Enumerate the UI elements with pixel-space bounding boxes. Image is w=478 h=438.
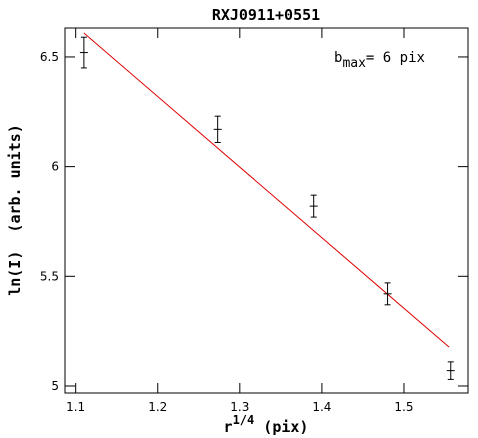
annotation-base: b bbox=[334, 50, 342, 66]
x-label-rest: (pix) bbox=[254, 418, 308, 436]
x-tick-label: 1.4 bbox=[312, 400, 331, 414]
x-tick-label: 1.2 bbox=[148, 400, 167, 414]
y-tick-label: 5 bbox=[51, 379, 59, 393]
x-axis-label: r1/4 (pix) bbox=[224, 413, 309, 436]
fit-line bbox=[83, 32, 450, 348]
y-tick-label: 6.5 bbox=[40, 50, 59, 64]
x-tick-label: 1.3 bbox=[230, 400, 249, 414]
x-label-sup: 1/4 bbox=[233, 413, 255, 427]
chart-title: RXJ0911+0551 bbox=[212, 6, 320, 24]
y-tick-label: 5.5 bbox=[40, 269, 59, 283]
plot-frame bbox=[64, 27, 469, 394]
x-label-base: r bbox=[224, 418, 233, 436]
annotation-rest: = 6 pix bbox=[366, 50, 425, 66]
x-tick-label: 1.5 bbox=[394, 400, 413, 414]
y-tick-label: 6 bbox=[51, 160, 59, 174]
x-tick-label: 1.1 bbox=[66, 400, 85, 414]
annotation-sub: max bbox=[342, 56, 366, 71]
y-axis-label: ln(I) (arb. units) bbox=[6, 124, 24, 296]
annotation: bmax= 6 pix bbox=[334, 50, 425, 71]
